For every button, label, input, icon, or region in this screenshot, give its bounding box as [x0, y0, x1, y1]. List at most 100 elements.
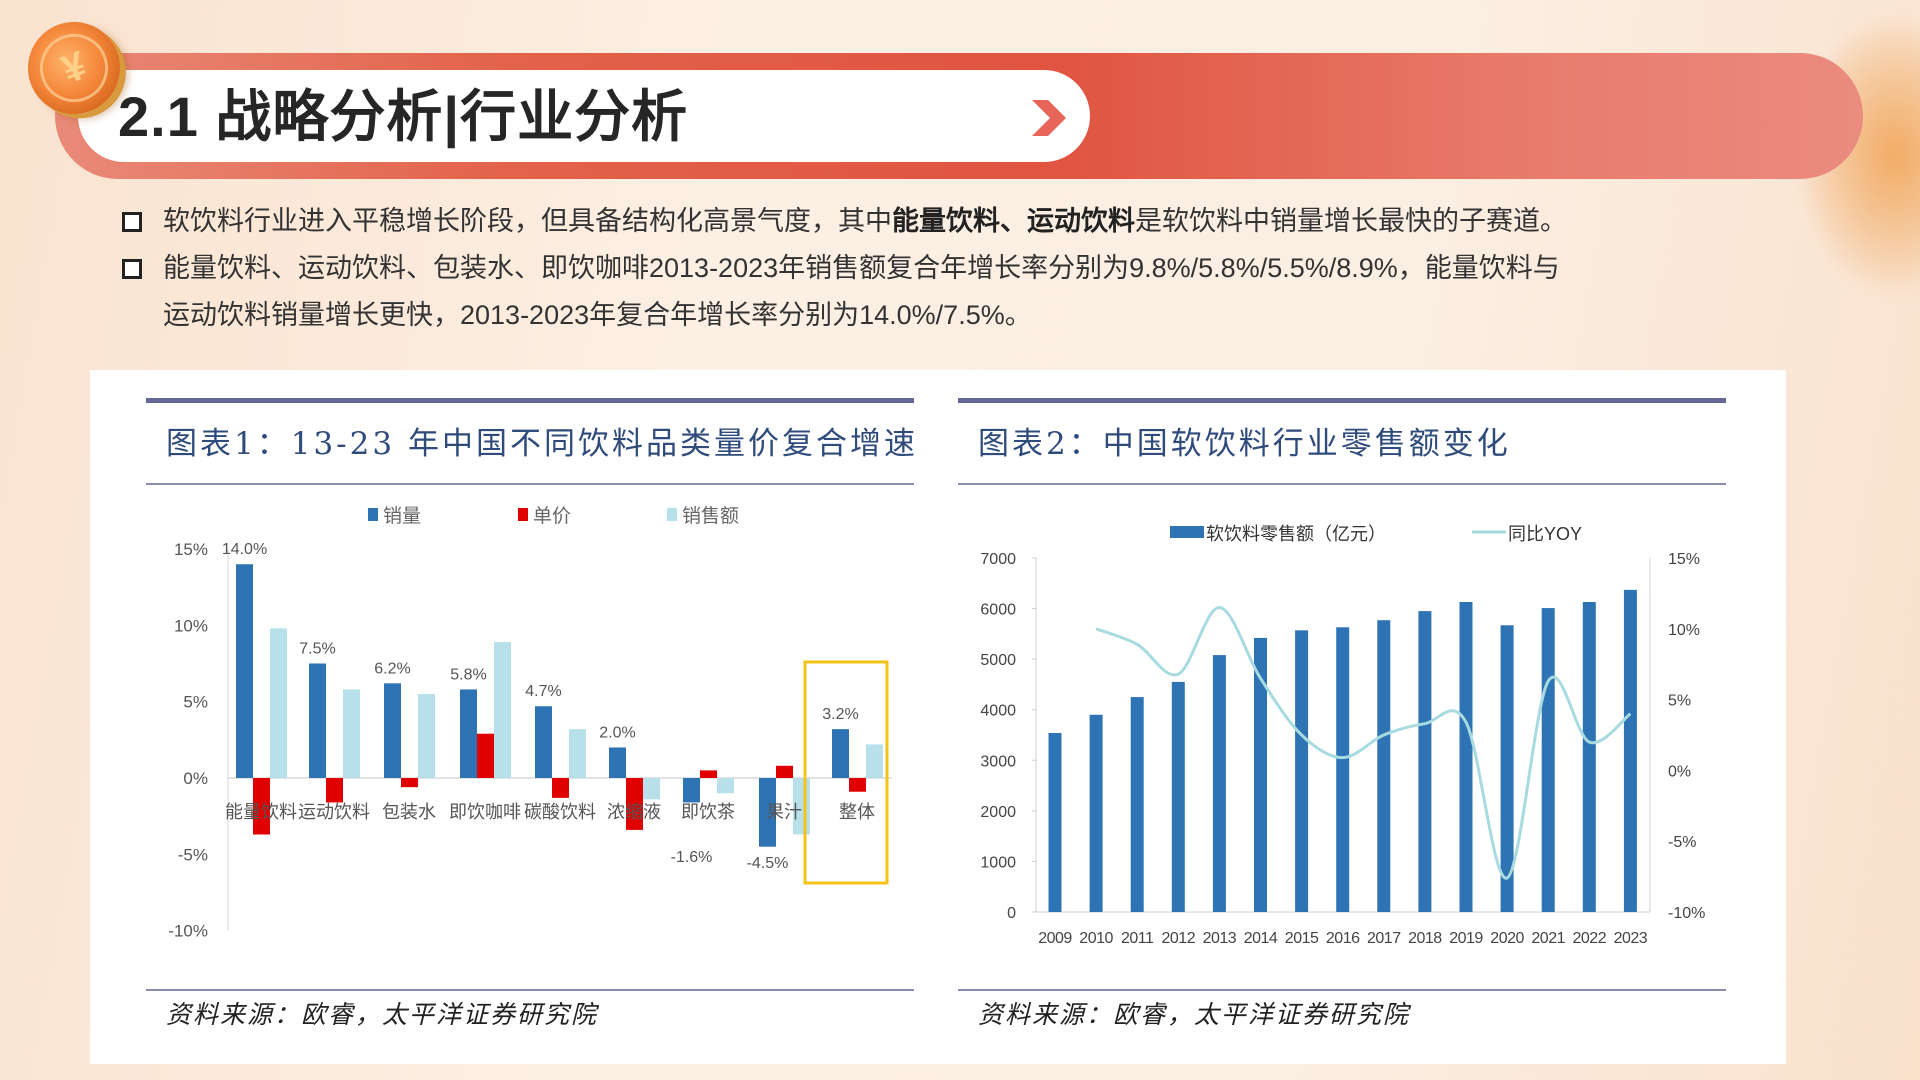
retail-bar — [1623, 589, 1637, 912]
bar-销量 — [609, 747, 626, 778]
retail-bar — [1418, 611, 1432, 912]
right-y-tick-label: 5% — [1668, 693, 1691, 710]
data-label: 4.7% — [525, 683, 561, 700]
x-year-label: 2011 — [1121, 930, 1154, 947]
y-tick-label: 10% — [174, 616, 208, 635]
legend-swatch — [368, 508, 378, 521]
x-year-label: 2019 — [1449, 930, 1483, 947]
chart2-top-rule — [958, 398, 1726, 403]
data-label: 7.5% — [299, 640, 335, 657]
chart2-title-rule — [958, 483, 1726, 485]
chart1-top-rule — [146, 398, 914, 403]
yoy-line — [1095, 606, 1632, 880]
bar-销量 — [759, 778, 776, 847]
x-year-label: 2012 — [1162, 930, 1196, 947]
bullet-item: 能量饮料、运动饮料、包装水、即饮咖啡2013-2023年销售额复合年增长率分别为… — [120, 245, 1760, 292]
x-category-label: 能量饮料 — [225, 802, 297, 822]
x-year-label: 2017 — [1367, 930, 1401, 947]
bullet-item-continuation: 运动饮料销量增长更快，2013-2023年复合年增长率分别为14.0%/7.5%… — [120, 292, 1760, 339]
right-y-tick-label: 10% — [1668, 622, 1700, 639]
right-y-tick-label: -5% — [1668, 834, 1696, 851]
x-category-label: 即饮咖啡 — [449, 802, 521, 822]
bar-单价 — [626, 778, 643, 830]
legend-swatch — [518, 508, 528, 521]
x-year-label: 2009 — [1038, 930, 1072, 947]
left-y-tick-label: 2000 — [980, 804, 1016, 821]
bar-销售额 — [494, 642, 511, 778]
square-bullet-icon — [122, 259, 142, 279]
highlight-box — [803, 660, 889, 885]
x-year-label: 2022 — [1573, 930, 1607, 947]
retail-bar — [1459, 601, 1473, 912]
retail-bar — [1500, 625, 1514, 912]
legend-label: 销售额 — [682, 505, 739, 527]
x-year-label: 2020 — [1490, 930, 1524, 947]
data-label: 14.0% — [222, 541, 267, 558]
bar-单价 — [326, 778, 343, 803]
legend-swatch — [667, 508, 677, 521]
square-bullet-icon — [122, 212, 142, 232]
x-category-label: 碳酸饮料 — [524, 802, 596, 822]
bullet-text: 能量饮料、运动饮料、包装水、即饮咖啡2013-2023年销售额复合年增长率分别为… — [163, 253, 1560, 283]
bullet-text: 是软饮料中销量增长最快的子赛道。 — [1135, 206, 1567, 236]
header-title-pill — [78, 70, 1090, 162]
bar-单价 — [401, 778, 418, 788]
chart1-title: 图表1：13-23 年中国不同饮料品类量价复合增速 — [166, 426, 918, 462]
bar-销售额 — [569, 729, 586, 778]
bullet-text-bold: 能量饮料、运动饮料 — [892, 206, 1135, 236]
left-y-tick-label: 1000 — [980, 854, 1016, 871]
x-category-label: 整体 — [839, 802, 875, 822]
bar-销售额 — [643, 778, 660, 800]
bar-销量 — [832, 729, 849, 778]
bar-销售额 — [270, 628, 287, 778]
bar-单价 — [849, 778, 866, 792]
bar-单价 — [700, 770, 717, 778]
bar-单价 — [477, 733, 494, 778]
bar-销量 — [460, 689, 477, 778]
retail-bar — [1377, 620, 1391, 912]
data-label: -4.5% — [747, 855, 789, 872]
x-year-label: 2018 — [1408, 930, 1442, 947]
x-category-label: 包装水 — [382, 802, 436, 822]
bullet-list: 软饮料行业进入平稳增长阶段，但具备结构化高景气度，其中能量饮料、运动饮料是软饮料… — [120, 198, 1760, 339]
right-y-tick-label: 0% — [1668, 763, 1691, 780]
bar-销售额 — [866, 744, 883, 778]
y-tick-label: 15% — [174, 540, 208, 559]
bar-单价 — [552, 778, 569, 798]
left-y-tick-label: 5000 — [980, 652, 1016, 669]
left-y-tick-label: 0 — [1007, 905, 1016, 922]
data-label: 3.2% — [822, 706, 858, 723]
bar-销售额 — [343, 689, 360, 778]
y-tick-label: 5% — [183, 693, 208, 712]
left-y-tick-label: 7000 — [980, 551, 1016, 568]
legend-swatch-bar — [1170, 526, 1204, 538]
retail-bar — [1048, 732, 1062, 912]
left-y-tick-label: 4000 — [980, 703, 1016, 720]
data-label: -1.6% — [671, 849, 713, 866]
bullet-text: 运动饮料销量增长更快，2013-2023年复合年增长率分别为14.0%/7.5%… — [163, 300, 1032, 330]
bullet-text: 软饮料行业进入平稳增长阶段，但具备结构化高景气度，其中 — [163, 206, 892, 236]
bar-销量 — [309, 663, 326, 778]
bar-销量 — [384, 683, 401, 778]
data-label: 6.2% — [374, 660, 410, 677]
bar-销售额 — [418, 694, 435, 778]
retail-bar — [1254, 637, 1267, 912]
data-label: 5.8% — [450, 666, 486, 683]
legend-label: 单价 — [533, 505, 571, 527]
retail-bar — [1295, 630, 1309, 912]
data-label: 2.0% — [599, 724, 635, 741]
retail-bar — [1541, 608, 1555, 912]
retail-bar — [1336, 627, 1350, 912]
bar-销量 — [683, 778, 700, 803]
bar-销售额 — [717, 778, 734, 794]
bullet-item: 软饮料行业进入平稳增长阶段，但具备结构化高景气度，其中能量饮料、运动饮料是软饮料… — [120, 198, 1760, 245]
x-year-label: 2021 — [1531, 930, 1565, 947]
legend-label: 软饮料零售额（亿元） — [1206, 524, 1386, 544]
y-tick-label: -5% — [178, 845, 208, 864]
left-y-tick-label: 3000 — [980, 753, 1016, 770]
retail-bar — [1089, 714, 1103, 912]
x-year-label: 2014 — [1244, 930, 1278, 947]
y-tick-label: -10% — [168, 922, 208, 941]
